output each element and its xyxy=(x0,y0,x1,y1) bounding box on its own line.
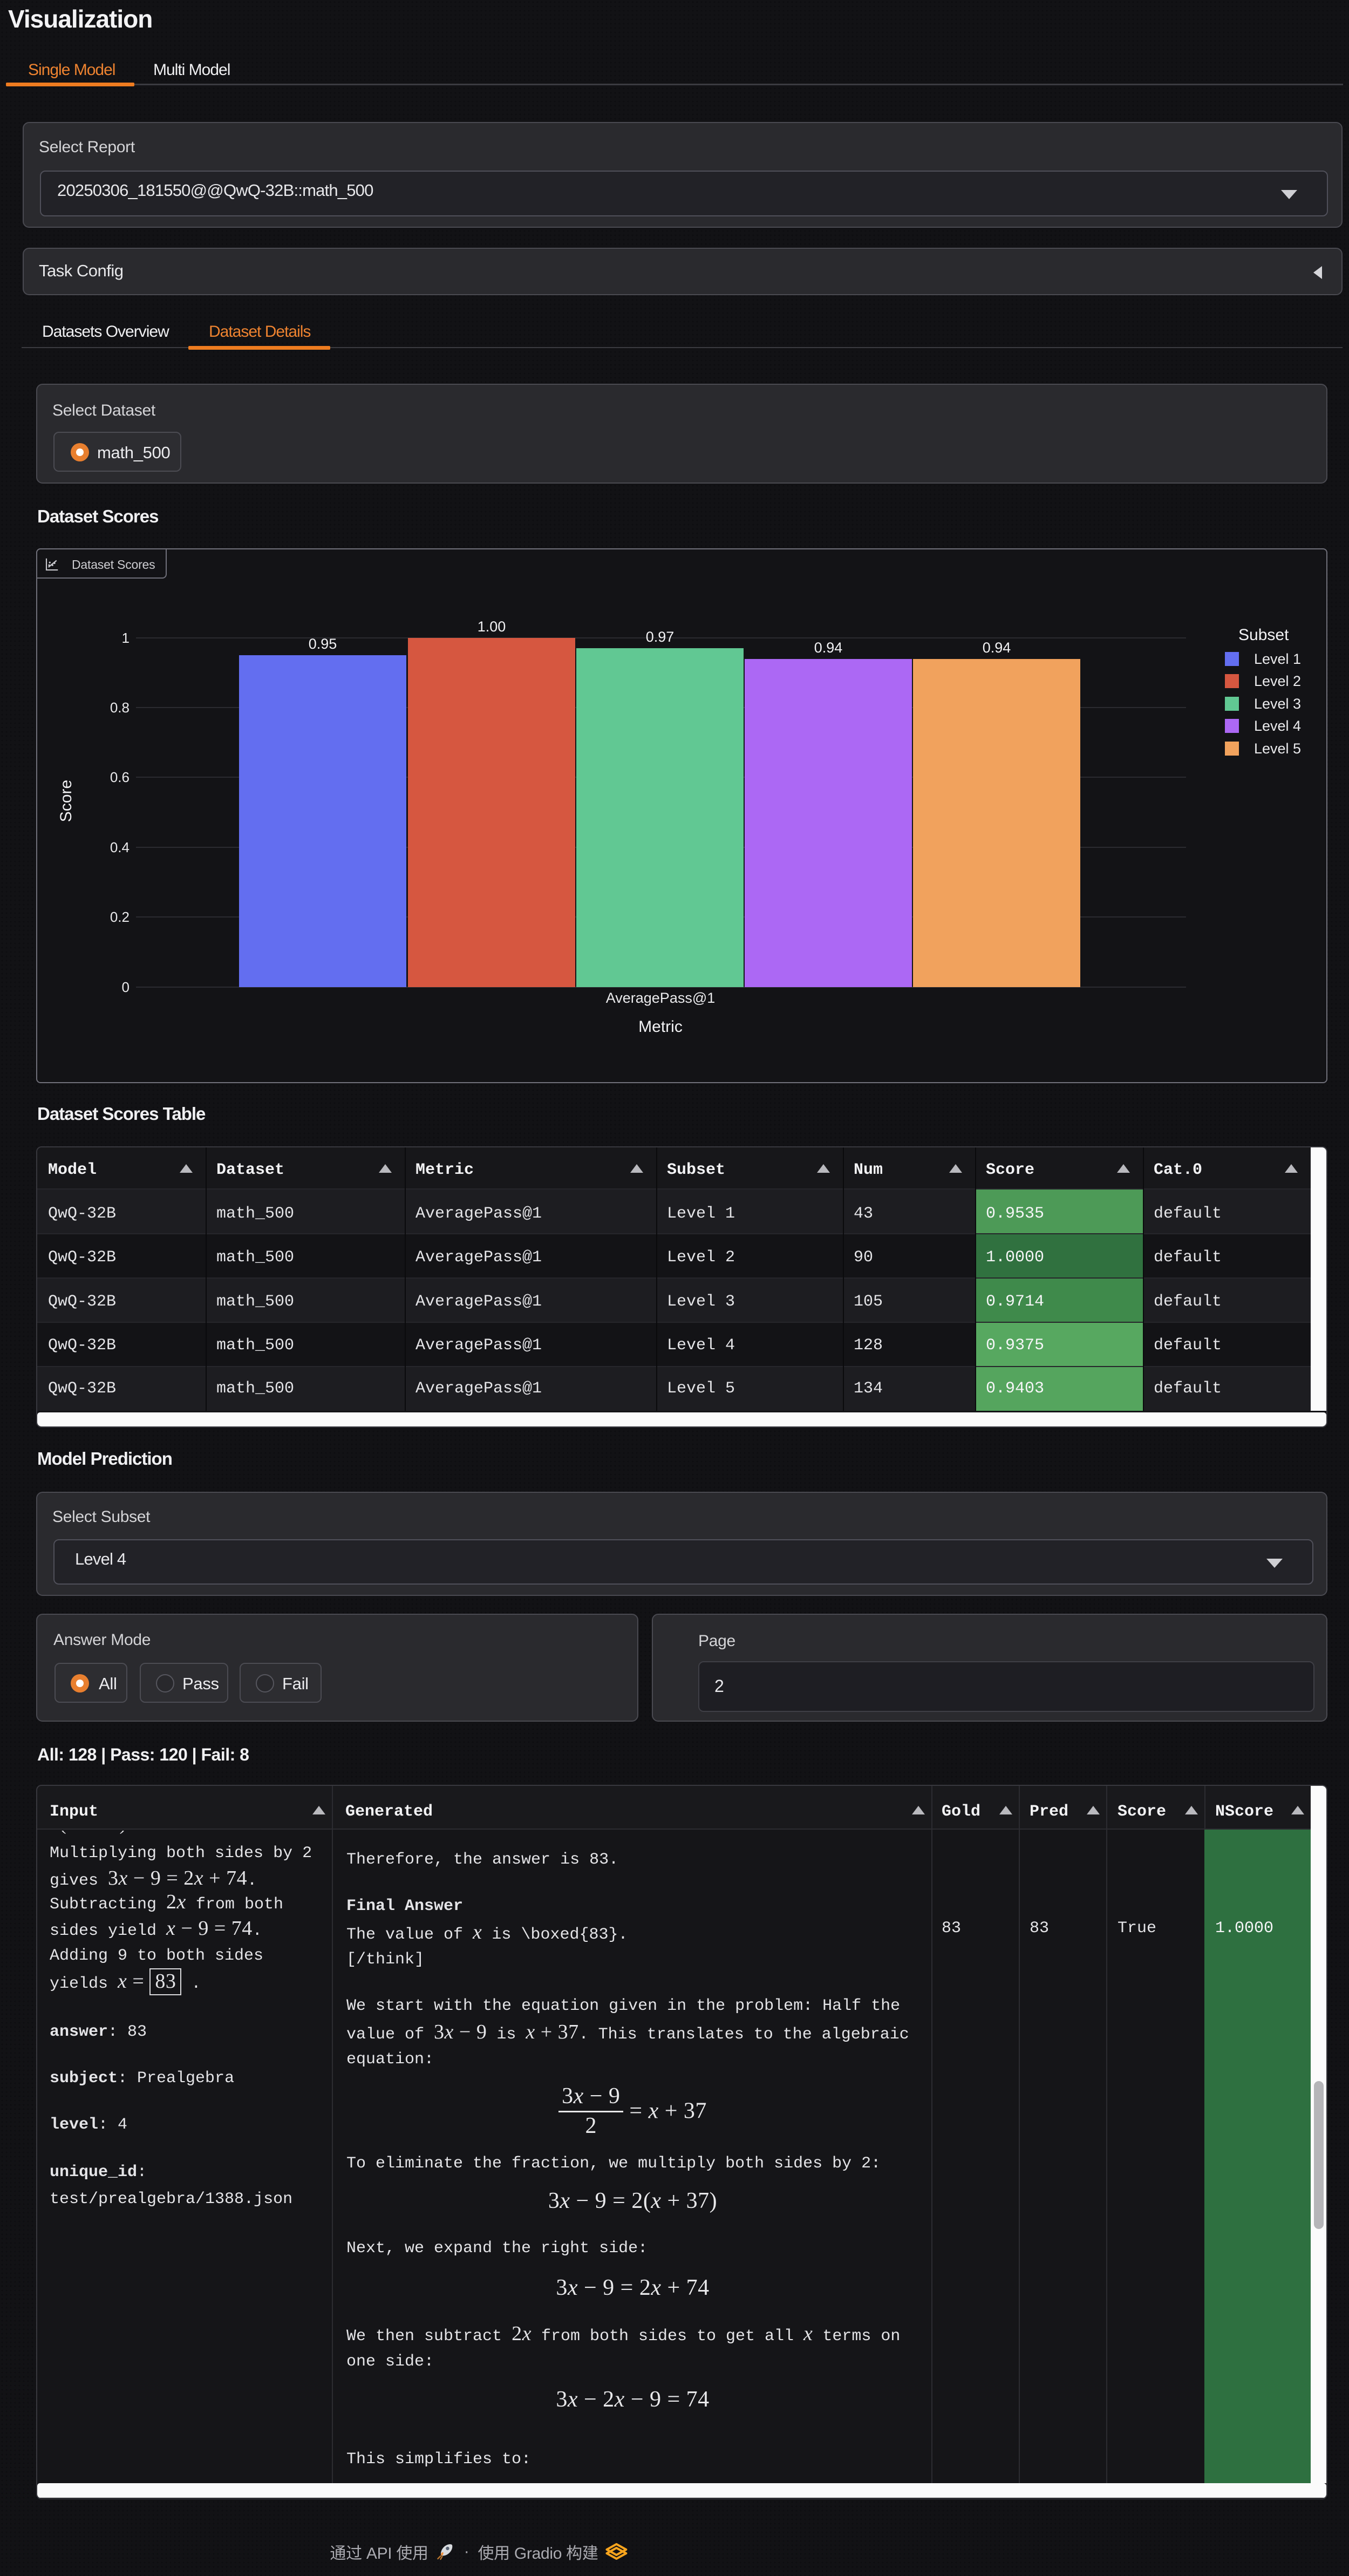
svg-text:Level 5: Level 5 xyxy=(1254,740,1301,757)
svg-text:0.6: 0.6 xyxy=(110,769,130,785)
svg-text:0.2: 0.2 xyxy=(110,909,130,925)
svg-text:1: 1 xyxy=(122,630,130,646)
svg-text:AveragePass@1: AveragePass@1 xyxy=(606,990,716,1006)
svg-text:Level 4: Level 4 xyxy=(1254,718,1301,734)
svg-text:Level 1: Level 1 xyxy=(1254,651,1301,667)
svg-text:0.4: 0.4 xyxy=(110,839,130,855)
svg-text:0.94: 0.94 xyxy=(983,640,1011,656)
svg-text:Score: Score xyxy=(57,780,75,822)
svg-text:0.95: 0.95 xyxy=(309,636,337,652)
svg-text:0: 0 xyxy=(122,979,130,995)
svg-text:0.8: 0.8 xyxy=(110,699,130,716)
svg-text:Subset: Subset xyxy=(1238,626,1289,644)
svg-text:Level 3: Level 3 xyxy=(1254,696,1301,712)
svg-text:1.00: 1.00 xyxy=(478,618,506,635)
svg-text:Level 2: Level 2 xyxy=(1254,673,1301,689)
svg-text:0.97: 0.97 xyxy=(646,629,674,645)
svg-text:Metric: Metric xyxy=(638,1018,683,1036)
svg-text:0.94: 0.94 xyxy=(814,640,843,656)
